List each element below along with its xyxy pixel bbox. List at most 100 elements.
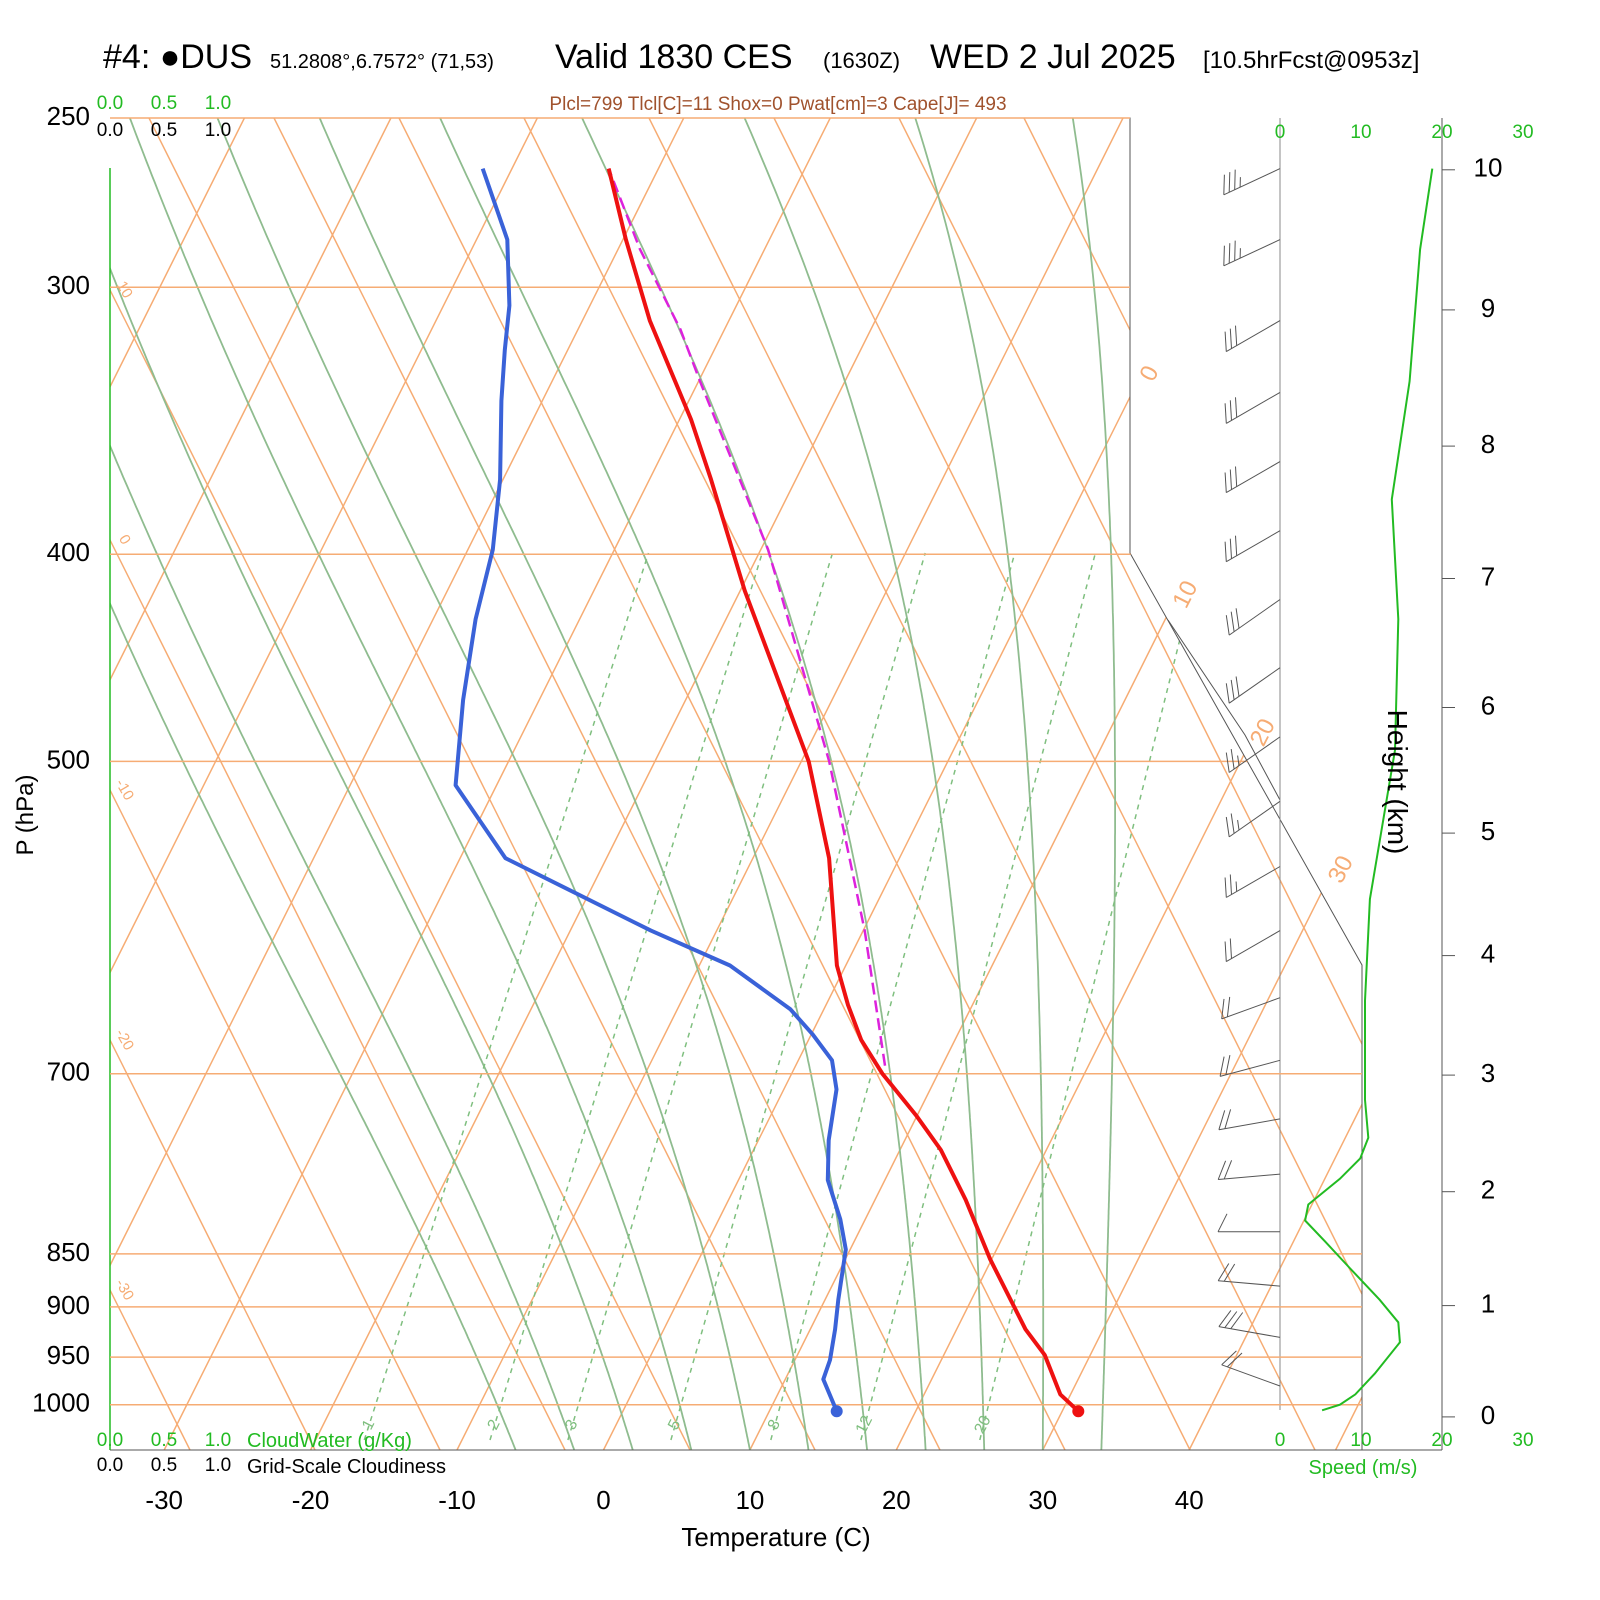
x-tick-label: -20: [292, 1485, 330, 1515]
station: #4: ●DUS: [103, 38, 252, 76]
speed-tick-label: 20: [1431, 1430, 1452, 1451]
wind-barb-feather: [1225, 752, 1230, 773]
y-tick-label: 1000: [32, 1388, 90, 1418]
wind-barb-feather: [1224, 541, 1227, 562]
cloud-tick-label: 0.0: [97, 93, 123, 114]
wind-barb-staff: [1226, 866, 1281, 898]
cloudiness-label: Grid-Scale Cloudiness: [247, 1456, 446, 1478]
wind-barb-feather: [1235, 535, 1238, 556]
isotherm-label: 30: [1323, 851, 1359, 887]
wind-barb-feather: [1237, 755, 1240, 766]
height-tick-label: 3: [1481, 1058, 1495, 1088]
dewpoint-profile: [453, 167, 848, 1412]
wind-barb-staff: [1226, 320, 1281, 353]
mixing-ratio-line: [670, 552, 926, 1441]
panel-border: [1167, 619, 1281, 801]
cloud-tick-label: 0.5: [151, 1430, 177, 1451]
wind-barb-feather: [1229, 469, 1232, 490]
isotherm: [309, 118, 978, 1450]
wind-barb-feather: [1235, 466, 1238, 487]
y-tick-label: 950: [47, 1340, 90, 1370]
wind-barb-feather: [1237, 819, 1240, 831]
wind-barb-feather: [1224, 403, 1227, 424]
mixing-ratio-label: 12: [853, 1413, 876, 1437]
mixing-ratio-label: 3: [562, 1417, 581, 1433]
isotherm: [163, 118, 831, 1450]
slant-line: [110, 118, 691, 1450]
wind-barb-feather: [1226, 996, 1231, 1017]
moist-adiabat: [129, 118, 693, 1450]
wind-barb-feather: [1230, 611, 1235, 632]
slant-line: [148, 118, 816, 1450]
cloud-tick-label: 0.5: [151, 120, 177, 141]
wind-barb-feather: [1219, 1056, 1225, 1077]
wind-barb-staff: [1228, 667, 1281, 704]
height-tick-label: 0: [1481, 1400, 1495, 1430]
isotherm: [749, 118, 1362, 1450]
isotherm: [110, 118, 392, 1450]
slant-line: [110, 118, 316, 1450]
mixing-ratio-label: 8: [765, 1417, 784, 1433]
wind-barb-feather: [1229, 874, 1232, 895]
wind-barb-feather: [1234, 169, 1236, 190]
cloud-tick-label: 0.5: [151, 93, 177, 114]
y-tick-label: 500: [47, 744, 90, 774]
wind-barb-feather: [1230, 1312, 1244, 1329]
y-tick-label: 900: [47, 1290, 90, 1320]
speed-tick-label: 10: [1350, 1430, 1371, 1451]
wind-barb-feather: [1224, 1311, 1238, 1328]
y-tick-label: 700: [47, 1057, 90, 1087]
x-tick-label: -30: [145, 1485, 183, 1515]
wind-barb-feather: [1235, 676, 1240, 697]
height-tick-label: 7: [1481, 561, 1495, 591]
wind-barb-feather: [1235, 881, 1238, 892]
isotherm: [110, 118, 685, 1450]
wind-barb-staff: [1223, 168, 1281, 196]
speed-tick-label: 20: [1431, 122, 1452, 143]
wind-barb-staff: [1221, 1364, 1281, 1387]
x-tick-label: 30: [1028, 1485, 1057, 1515]
wind-barb-staff: [1218, 1326, 1281, 1338]
slant-line: [273, 118, 941, 1450]
isotherm: [1188, 118, 1362, 1450]
speed-tick-label: 0: [1275, 1430, 1286, 1451]
plot-border: [110, 117, 1363, 1450]
slant-line: [110, 118, 566, 1450]
slant-line: [648, 118, 1316, 1450]
thermo-grid: [110, 118, 1362, 1450]
wind-barb-feather: [1225, 683, 1230, 704]
mixing-ratio-line: [489, 552, 763, 1441]
cloud-tick-label: 0.0: [97, 1455, 123, 1476]
moist-adiabat: [914, 118, 1045, 1450]
isotherm: [1042, 118, 1362, 1450]
cloud-tick-label: 0.5: [151, 1455, 177, 1476]
slant-line: [1023, 118, 1362, 1450]
wind-barb-feather: [1224, 877, 1227, 898]
y-axis-label: P (hPa): [12, 775, 39, 856]
wind-barb-feather: [1218, 1110, 1226, 1130]
moist-adiabat: [110, 118, 634, 1450]
forecast: [10.5hrFcst@0953z]: [1203, 47, 1419, 74]
wind-speed-profile: [1304, 168, 1434, 1412]
cloud-tick-label: 1.0: [205, 1455, 231, 1476]
wind-barb-staff: [1218, 1118, 1281, 1131]
speed-tick-label: 0: [1275, 122, 1286, 143]
wind-barb-staff: [1219, 1059, 1281, 1077]
x-axis-label: Temperature (C): [681, 1522, 870, 1552]
height-tick-label: 9: [1481, 293, 1495, 323]
slant-line-label: -20: [112, 1026, 138, 1053]
isotherm: [895, 118, 1362, 1450]
plot: [109, 117, 1455, 1451]
wind-barb-feather: [1224, 331, 1227, 352]
wind-barb-staff: [1226, 930, 1281, 963]
wind-barb-feather: [1223, 1263, 1236, 1282]
speed-tick-label: 10: [1350, 122, 1371, 143]
x-tick-label: 20: [882, 1485, 911, 1515]
wind-barb-staff: [1226, 530, 1281, 563]
location: 51.2808°,6.7572° (71,53): [270, 51, 494, 73]
isotherm-label: 10: [1167, 576, 1203, 612]
isotherm: [110, 118, 246, 1450]
parcel-profile: [607, 168, 887, 1066]
